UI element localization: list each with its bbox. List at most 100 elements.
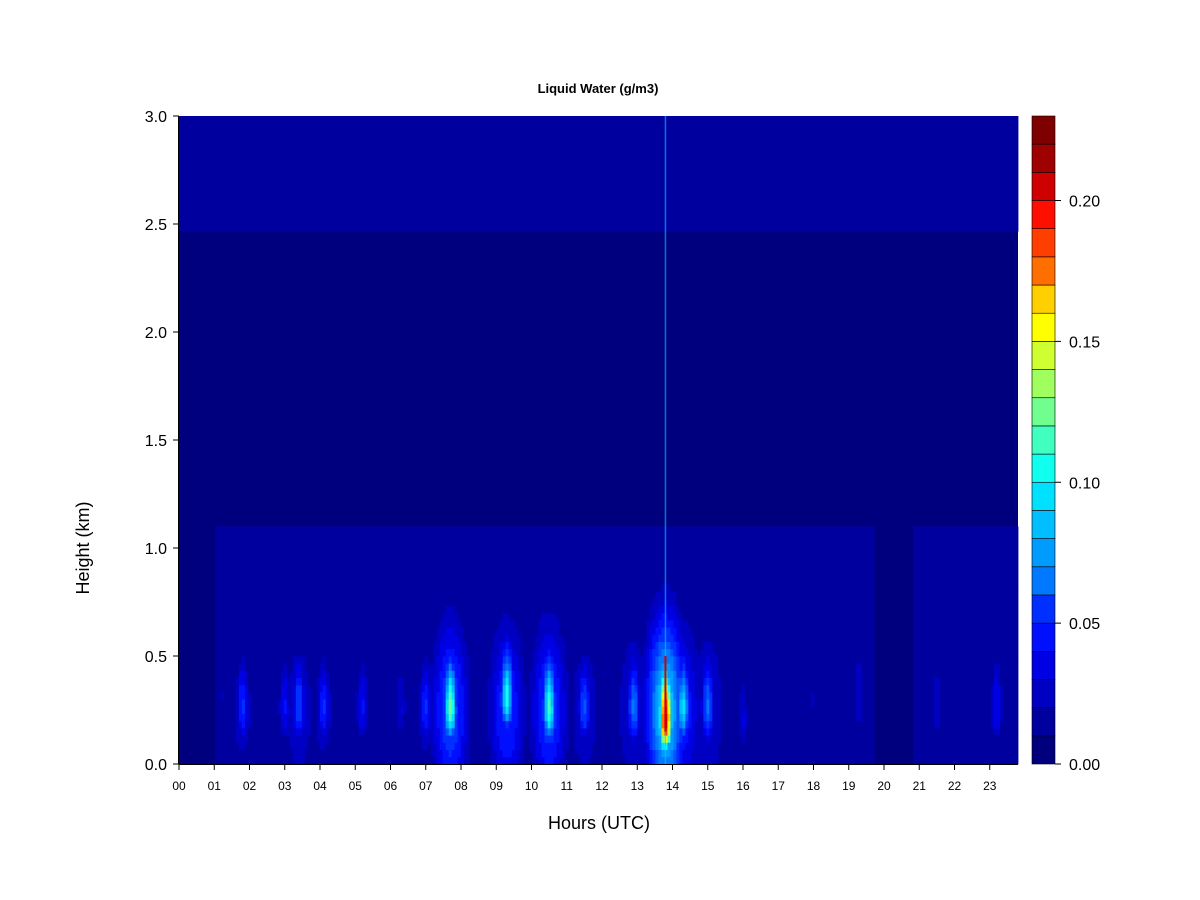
heatmap-cell bbox=[430, 209, 435, 218]
heatmap-cell bbox=[382, 195, 387, 203]
heatmap-cell bbox=[232, 216, 237, 225]
heatmap-cell bbox=[415, 152, 420, 160]
heatmap-cell bbox=[202, 202, 207, 210]
heatmap-cell bbox=[268, 195, 273, 203]
heatmap-cell bbox=[217, 555, 222, 563]
heatmap-cell bbox=[490, 526, 495, 534]
heatmap-cell bbox=[439, 576, 444, 585]
heatmap-cell bbox=[493, 756, 498, 765]
heatmap-cell bbox=[235, 540, 240, 549]
heatmap-cell bbox=[340, 728, 345, 736]
heatmap-cell bbox=[385, 188, 390, 196]
heatmap-cell bbox=[448, 612, 453, 621]
heatmap-cell bbox=[337, 699, 342, 707]
heatmap-cell bbox=[460, 692, 465, 700]
heatmap-cell bbox=[487, 202, 492, 210]
heatmap-cell bbox=[490, 713, 495, 722]
heatmap-cell bbox=[388, 209, 393, 218]
heatmap-cell bbox=[340, 612, 345, 621]
heatmap-cell bbox=[406, 663, 411, 671]
heatmap-cell bbox=[367, 569, 372, 578]
heatmap-cell bbox=[421, 670, 426, 678]
heatmap-cell bbox=[301, 728, 306, 736]
heatmap-cell bbox=[298, 195, 303, 203]
heatmap-cell bbox=[316, 576, 321, 585]
heatmap-cell bbox=[259, 116, 264, 124]
heatmap-cell bbox=[182, 130, 186, 138]
heatmap-cell bbox=[274, 663, 279, 671]
heatmap-cell bbox=[301, 202, 306, 210]
heatmap-cell bbox=[283, 742, 288, 750]
heatmap-cell bbox=[292, 706, 297, 714]
heatmap-cell bbox=[469, 216, 474, 225]
heatmap-cell bbox=[433, 144, 438, 153]
heatmap-cell bbox=[487, 584, 492, 592]
heatmap-cell bbox=[283, 562, 288, 570]
heatmap-cell bbox=[427, 756, 432, 765]
heatmap-cell bbox=[454, 216, 459, 225]
heatmap-cell bbox=[262, 159, 267, 167]
heatmap-cell bbox=[427, 692, 432, 700]
heatmap-cell bbox=[361, 576, 366, 585]
heatmap-cell bbox=[367, 728, 372, 736]
heatmap-cell bbox=[502, 152, 507, 160]
heatmap-cell bbox=[259, 188, 264, 196]
heatmap-cell bbox=[325, 526, 330, 534]
heatmap-cell bbox=[391, 612, 396, 621]
heatmap-cell bbox=[451, 728, 456, 736]
heatmap-cell bbox=[298, 166, 303, 174]
heatmap-cell bbox=[490, 123, 495, 131]
heatmap-cell bbox=[487, 144, 492, 153]
heatmap-cell bbox=[481, 735, 486, 743]
heatmap-cell bbox=[403, 663, 408, 671]
heatmap-cell bbox=[295, 569, 300, 578]
heatmap-cell bbox=[460, 620, 465, 628]
heatmap-cell bbox=[469, 137, 474, 146]
heatmap-cell bbox=[475, 569, 480, 578]
heatmap-cell bbox=[388, 166, 393, 174]
heatmap-cell bbox=[418, 144, 423, 153]
heatmap-cell bbox=[334, 591, 339, 599]
heatmap-cell bbox=[460, 641, 465, 650]
heatmap-cell bbox=[379, 123, 384, 131]
heatmap-cell bbox=[238, 173, 243, 182]
heatmap-cell bbox=[190, 137, 195, 146]
heatmap-cell bbox=[436, 699, 441, 707]
heatmap-cell bbox=[478, 216, 483, 225]
heatmap-cell bbox=[283, 166, 288, 174]
heatmap-cell bbox=[307, 634, 312, 642]
heatmap-cell bbox=[241, 735, 246, 743]
heatmap-cell bbox=[265, 540, 270, 549]
heatmap-cell bbox=[256, 209, 261, 218]
heatmap-cell bbox=[352, 562, 357, 570]
heatmap-cell bbox=[334, 224, 339, 232]
heatmap-cell bbox=[211, 216, 216, 225]
heatmap-cell bbox=[280, 152, 285, 160]
heatmap-cell bbox=[475, 173, 480, 182]
heatmap-cell bbox=[265, 749, 270, 758]
heatmap-cell bbox=[220, 159, 225, 167]
heatmap-cell bbox=[274, 692, 279, 700]
heatmap-cell bbox=[439, 598, 444, 606]
heatmap-cell bbox=[247, 692, 252, 700]
heatmap-cell bbox=[331, 195, 336, 203]
heatmap-cell bbox=[179, 130, 183, 138]
heatmap-cell bbox=[211, 159, 216, 167]
heatmap-cell bbox=[388, 195, 393, 203]
heatmap-cell bbox=[493, 180, 498, 189]
heatmap-cell bbox=[487, 742, 492, 750]
heatmap-cell bbox=[250, 749, 255, 758]
heatmap-cell bbox=[316, 684, 321, 693]
heatmap-cell bbox=[337, 180, 342, 189]
heatmap-cell bbox=[439, 216, 444, 225]
heatmap-cell bbox=[466, 180, 471, 189]
heatmap-cell bbox=[226, 735, 231, 743]
heatmap-cell bbox=[349, 137, 354, 146]
heatmap-cell bbox=[469, 648, 474, 657]
heatmap-cell bbox=[466, 706, 471, 714]
heatmap-cell bbox=[190, 224, 195, 232]
heatmap-cell bbox=[283, 720, 288, 729]
heatmap-cell bbox=[229, 159, 234, 167]
heatmap-cell bbox=[226, 576, 231, 585]
heatmap-cell bbox=[496, 526, 501, 534]
